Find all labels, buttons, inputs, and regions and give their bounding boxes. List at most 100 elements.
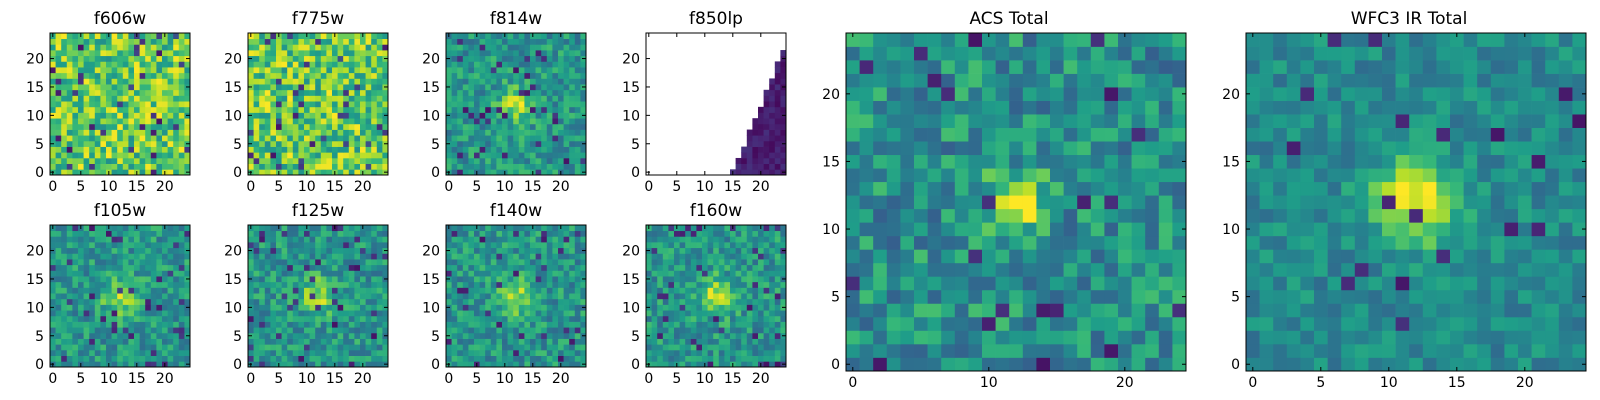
heatmap-cell [651,361,658,368]
heatmap-cell [507,152,514,159]
heatmap-cell [100,321,107,328]
heatmap-cell [332,276,338,283]
heatmap-cell [248,38,254,45]
heatmap-cell [145,315,152,322]
heatmap-cell [264,78,271,85]
heatmap-cell [270,327,277,334]
heatmap-cell [117,281,124,288]
heatmap-cell [50,315,56,322]
heatmap-cell [569,253,576,260]
heatmap-cell [574,259,581,266]
heatmap-cell [485,84,492,91]
y-tick-label: 10 [224,300,242,316]
heatmap-cell [774,253,781,260]
heatmap-cell [376,152,383,159]
heatmap-cell [128,281,135,288]
heatmap-cell [646,236,652,243]
heatmap-cell [769,152,776,159]
heatmap-cell [162,146,168,153]
heatmap-cell [298,253,305,260]
heatmap-cell [337,349,344,356]
heatmap-cell [713,355,720,362]
heatmap-cell [769,304,776,311]
heatmap-cell [309,55,316,62]
heatmap-cell [259,355,266,362]
heatmap-cell [89,61,96,68]
heatmap-cell [873,235,888,250]
heatmap-cell [982,316,996,331]
heatmap-cell [320,225,327,232]
heatmap-cell [145,355,152,362]
heatmap-cell [490,253,497,260]
heatmap-cell [360,276,366,283]
heatmap-cell [173,123,180,130]
heatmap-cell [78,72,84,79]
heatmap-cell [535,61,542,68]
heatmap-cell [479,61,486,68]
heatmap-cell [707,355,714,362]
heatmap-cell [451,146,458,153]
heatmap-cell [574,276,581,283]
heatmap-cell [496,50,503,57]
heatmap-cell [270,89,277,96]
heatmap-cell [735,259,742,266]
heatmap-cell [184,118,191,125]
heatmap-cell [524,78,531,85]
heatmap-cell [1131,249,1146,264]
heatmap-cell [304,163,310,170]
heatmap-cell [774,304,781,311]
heatmap-cell [315,293,322,300]
heatmap-cell [343,78,350,85]
heatmap-cell [184,315,191,322]
heatmap-cell [668,242,675,249]
heatmap-cell [674,293,680,300]
heatmap-cell [259,225,266,232]
heatmap-cell [343,253,350,260]
heatmap-cell [292,89,299,96]
heatmap-cell [468,287,475,294]
heatmap-cell [122,33,129,40]
heatmap-cell [304,89,310,96]
heatmap-cell [685,259,692,266]
heatmap-cell [763,327,770,334]
heatmap-cell [100,140,107,147]
heatmap-cell [524,253,531,260]
heatmap-cell [167,287,174,294]
heatmap-cell [574,355,581,362]
heatmap-cell [741,236,748,243]
heatmap-cell [122,169,129,176]
heatmap-cell [563,44,570,51]
heatmap-cell [184,152,191,159]
heatmap-cell [746,327,753,334]
heatmap-cell [513,140,520,147]
heatmap-cell [1050,330,1064,345]
heatmap-cell [546,129,553,136]
heatmap-cell [117,72,124,79]
heatmap-cell [552,270,559,277]
heatmap-cell [524,118,531,125]
heatmap-cell [354,338,361,345]
heatmap-cell [332,84,338,91]
heatmap-cell [685,293,692,300]
heatmap-cell [707,298,714,305]
heatmap-cell [914,357,928,372]
heatmap-cell [94,361,101,368]
heatmap-cell [513,38,520,45]
heatmap-cell [1118,289,1132,304]
heatmap-cell [763,281,770,288]
heatmap-cell [145,38,152,45]
heatmap-cell [479,321,486,328]
heatmap-cell [61,310,68,317]
heatmap-cell [507,157,514,164]
heatmap-cell [490,67,497,74]
heatmap-cell [173,310,180,317]
heatmap-cell [569,101,576,108]
heatmap-cell [343,321,350,328]
axes-frame [49,224,191,368]
heatmap-cell [332,281,338,288]
x-tick-label: 5 [672,371,681,387]
heatmap-cell [298,67,305,74]
heatmap-cell [360,50,366,57]
